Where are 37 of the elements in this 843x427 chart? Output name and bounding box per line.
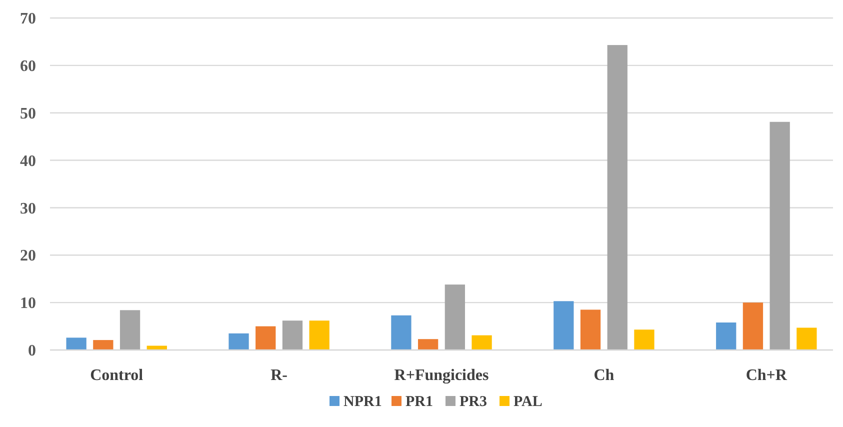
x-tick-label: Ch+R — [746, 367, 788, 384]
bar — [554, 301, 574, 350]
bar — [742, 302, 764, 350]
x-tick-label: R+Fungicides — [394, 367, 489, 384]
bar — [634, 330, 654, 350]
bar — [607, 45, 628, 350]
bar — [66, 338, 86, 350]
legend-label: PR1 — [406, 394, 433, 410]
bar — [796, 328, 817, 350]
bar — [228, 333, 249, 350]
y-tick-label: 70 — [20, 10, 36, 28]
y-tick-label: 30 — [20, 200, 36, 218]
bar — [146, 346, 167, 350]
bar — [93, 340, 114, 350]
bar — [716, 322, 736, 350]
bar — [418, 339, 438, 350]
bar — [282, 320, 303, 350]
y-tick-label: 60 — [20, 58, 36, 76]
y-tick-label: 40 — [20, 152, 36, 170]
legend-label: PAL — [514, 394, 542, 410]
legend-label: NPR1 — [344, 394, 382, 410]
y-tick-label: 0 — [28, 342, 36, 360]
bar — [120, 310, 140, 350]
y-tick-label: 20 — [20, 248, 36, 265]
bar — [770, 122, 790, 350]
bar — [580, 310, 601, 350]
bar — [472, 335, 492, 350]
y-tick-label: 10 — [20, 295, 36, 312]
x-tick-label: Control — [90, 367, 144, 384]
bar — [256, 326, 276, 350]
legend-label: PR3 — [460, 394, 487, 410]
bar — [444, 284, 465, 350]
y-tick-label: 50 — [20, 105, 36, 122]
x-tick-label: R- — [270, 367, 288, 384]
x-tick-label: Ch — [594, 367, 614, 384]
bar — [309, 320, 330, 350]
bar — [391, 315, 412, 350]
